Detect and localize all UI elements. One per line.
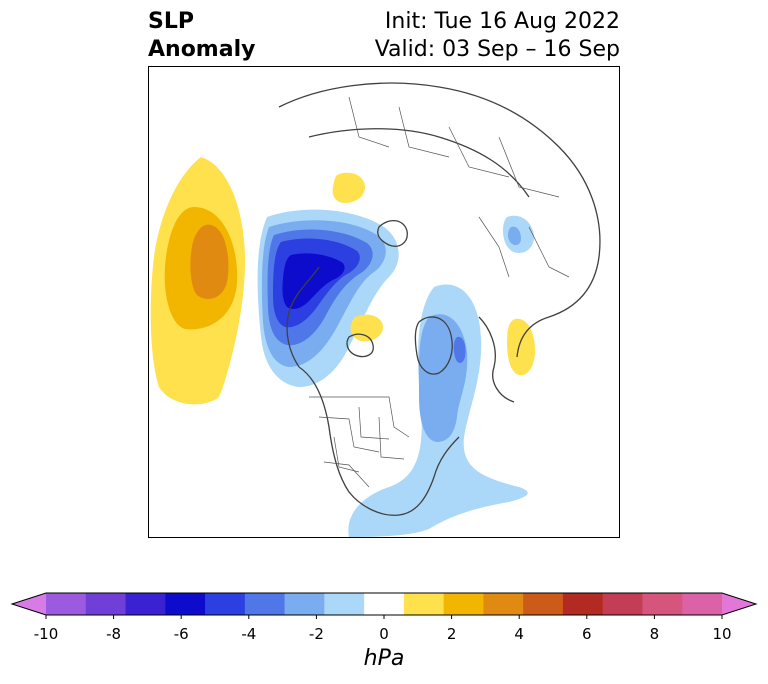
colorbar-swatch [562,593,604,615]
east-asia-low-mid [508,226,521,246]
colorbar-tick-label: -8 [106,625,122,643]
colorbar-swatch [403,593,445,615]
colorbar-swatch [244,593,286,615]
title-line-2: Anomaly [148,37,256,62]
colorbar-tick-label: 4 [514,625,524,643]
colorbar-tick-label: -4 [241,625,257,643]
colorbar-tick-label: 2 [446,625,457,643]
colorbar-svg [10,592,758,619]
colorbar-swatch [165,593,206,615]
colorbar-tick-label: 8 [649,625,660,643]
colorbar-swatch [642,593,683,615]
valid-range: Valid: 03 Sep – 16 Sep [374,37,620,62]
colorbar-swatch [682,593,723,615]
colorbar-swatch [85,593,127,615]
map-canvas [150,82,601,537]
validity-info: Init: Tue 16 Aug 2022 Valid: 03 Sep – 16… [375,8,620,64]
anomaly-map [148,66,620,538]
pacific-high-core [190,224,229,299]
map-title: SLP Anomaly [148,8,255,64]
coastlines [278,82,601,516]
colorbar-unit: hPa [363,646,405,671]
colorbar-swatch [483,593,524,615]
colorbar-swatch [205,593,246,615]
siberia-high [332,172,365,203]
colorbar [0,585,768,625]
colorbar-tick-label: 0 [379,625,389,643]
alaska-low-core [282,253,345,309]
colorbar-tick-label: -2 [308,625,324,643]
title-line-1: SLP [148,9,194,34]
colorbar-swatch [602,593,643,615]
political-borders [309,96,570,488]
colorbar-extend-max [722,593,756,615]
colorbar-tick-label: 6 [582,625,592,643]
colorbar-swatch [324,593,365,615]
colorbar-swatch [125,593,166,615]
europe-high [507,318,535,376]
colorbar-extend-min [12,593,46,615]
colorbar-swatch [443,593,484,615]
canada-high [350,314,383,342]
colorbar-tick-label: -6 [173,625,189,643]
colorbar-swatch [523,593,564,615]
init-date: Init: Tue 16 Aug 2022 [384,9,620,34]
atlantic-low-strong [453,336,466,363]
colorbar-tick-label: -10 [33,625,59,643]
colorbar-swatch [46,593,87,615]
colorbar-swatch [364,593,405,615]
colorbar-tick-label: 10 [712,625,732,643]
colorbar-swatch [284,593,325,615]
